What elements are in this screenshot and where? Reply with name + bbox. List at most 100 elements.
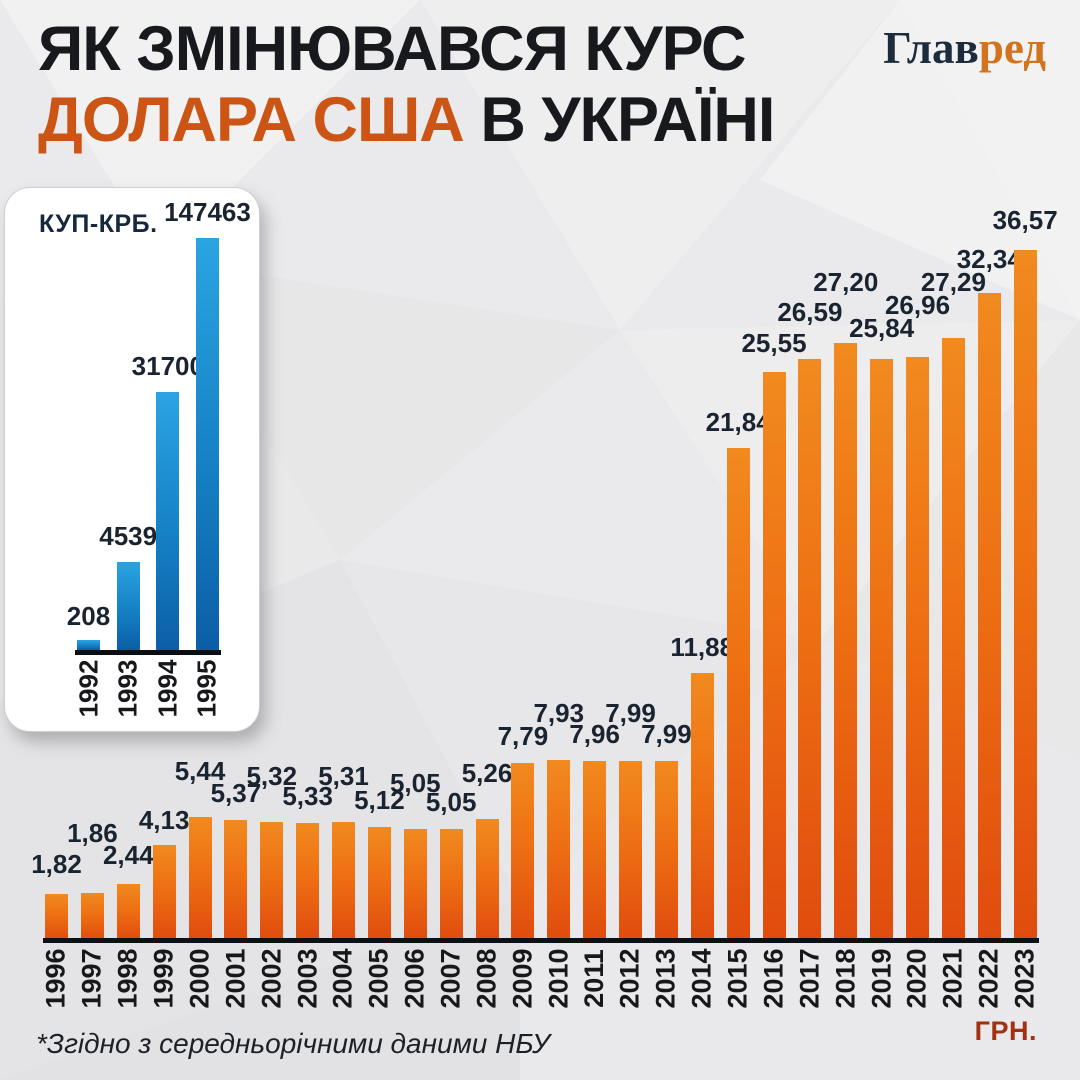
year-tick-label: 2001 (220, 947, 251, 1009)
year-tick-2022: 2022 (974, 944, 1004, 1012)
bar-value-label: 147463 (164, 197, 251, 227)
main-year-axis: 1996 1997 1998 1999 2000 2001 2002 2003 2004 2005… (41, 944, 1040, 1012)
title-line-1: ЯК ЗМІНЮВАВСЯ КУРС (38, 14, 747, 84)
year-tick-label: 2011 (579, 948, 610, 1008)
year-tick-label: 2002 (256, 947, 287, 1009)
bar (654, 761, 678, 940)
year-tick-2013: 2013 (651, 944, 681, 1012)
bar-column-2001: 5,37 (211, 778, 261, 940)
bar-column-2012: 7,99 (605, 698, 656, 940)
bar-column-2002: 5,32 (246, 761, 297, 940)
bar (439, 829, 463, 940)
bar (870, 359, 894, 940)
bar (296, 823, 320, 940)
bar-value-label: 25,84 (849, 313, 915, 343)
bar-column-2007: 5,05 (426, 787, 476, 940)
bar (152, 845, 176, 940)
bar-column-1997: 1,86 (67, 818, 118, 940)
bar-value-label: 7,99 (605, 698, 656, 728)
bar (941, 338, 965, 940)
bar (403, 829, 427, 940)
year-tick-label: 1998 (112, 947, 143, 1009)
bar (726, 448, 750, 940)
year-tick-2012: 2012 (615, 944, 645, 1012)
bar (367, 827, 391, 940)
bar-value-label: 32,34 (956, 244, 1022, 274)
year-tick-label: 2006 (399, 947, 430, 1009)
year-tick-label: 2007 (435, 947, 466, 1009)
bar-value-label: 26,59 (777, 297, 843, 327)
year-tick-label: 1999 (148, 947, 179, 1009)
title-line-2-rest: В УКРАЇНІ (463, 85, 775, 155)
year-tick-2015: 2015 (723, 944, 753, 1012)
bar-value-label: 25,55 (741, 328, 807, 358)
bar (690, 673, 714, 940)
bar-value-label: 27,29 (920, 267, 986, 297)
title-line-2: ДОЛАРА США В УКРАЇНІ (38, 85, 775, 156)
year-tick-2003: 2003 (292, 944, 322, 1012)
bar (1013, 250, 1037, 940)
year-tick-label: 2018 (830, 947, 861, 1009)
year-tick-2011: 2011 (579, 944, 609, 1012)
bar (116, 884, 140, 940)
bar-column-1993: 4539 (99, 521, 157, 650)
year-tick-2014: 2014 (687, 944, 717, 1012)
bar-column-1996: 1,82 (31, 849, 82, 940)
bar-column-2010: 7,93 (533, 698, 584, 940)
year-tick-2005: 2005 (364, 944, 394, 1012)
bar-column-2018: 27,20 (813, 267, 878, 940)
bar-value-label: 5,05 (389, 768, 441, 798)
year-tick-label: 2004 (328, 947, 359, 1009)
bar-column-2019: 25,84 (849, 313, 914, 940)
bar-value-label: 4539 (99, 521, 158, 551)
bar (619, 761, 642, 940)
year-tick-label: 2013 (650, 947, 681, 1009)
bar-value-label: 5,31 (318, 761, 369, 791)
bar-value-label: 208 (66, 601, 111, 631)
bar (195, 238, 219, 650)
bar (116, 562, 140, 650)
bar-column-2004: 5,31 (318, 761, 369, 940)
bar-column-2021: 27,29 (921, 267, 986, 940)
bar-value-label: 21,84 (705, 407, 771, 437)
bar-value-label: 27,20 (813, 267, 879, 297)
year-tick-label: 2016 (758, 947, 789, 1009)
bar-value-label: 26,96 (884, 290, 951, 320)
bar-value-label: 4,13 (138, 805, 190, 835)
year-tick-label: 1996 (41, 947, 72, 1009)
year-tick-1998: 1998 (113, 944, 143, 1012)
bar-value-label: 5,32 (246, 761, 298, 791)
bar-column-1995: 147463 (164, 197, 251, 650)
page-title: ЯК ЗМІНЮВАВСЯ КУРС ДОЛАРА США В УКРАЇНІ (38, 14, 775, 156)
inset-bar-chart: 208 4539 31700 147463 (67, 197, 251, 650)
year-tick-label: 2012 (615, 947, 646, 1009)
main-bar-chart: 1,82 1,86 2,44 4,13 5,44 5,37 5,32 5,33 5,31 5,12… (31, 205, 1058, 940)
bar (762, 372, 786, 940)
year-tick-2019: 2019 (866, 944, 896, 1012)
bar-column-2013: 7,99 (641, 719, 692, 940)
bar-column-1994: 31700 (132, 351, 204, 650)
bar (834, 343, 858, 940)
bar (798, 359, 822, 940)
bar-value-label: 5,12 (354, 785, 405, 815)
year-tick-label: 2022 (973, 947, 1004, 1009)
year-tick-label: 2023 (1009, 947, 1040, 1009)
bar-value-label: 5,44 (174, 756, 226, 786)
year-tick-2002: 2002 (256, 944, 286, 1012)
year-tick-2001: 2001 (220, 944, 250, 1012)
bar-column-2017: 26,59 (777, 297, 842, 940)
year-tick-label: 2008 (471, 947, 502, 1009)
glavred-logo: Главред (883, 22, 1046, 74)
main-axis-baseline (43, 938, 1039, 943)
bar-value-label: 7,93 (533, 698, 585, 728)
bar-value-label: 1,86 (67, 818, 118, 848)
year-tick-2020: 2020 (902, 944, 932, 1012)
year-tick-2006: 2006 (400, 944, 430, 1012)
bar (260, 822, 284, 940)
year-tick-label: 2014 (686, 947, 717, 1009)
year-tick-label: 2005 (363, 947, 394, 1009)
bar (77, 640, 100, 650)
year-tick-2010: 2010 (543, 944, 573, 1012)
bar-column-2011: 7,96 (569, 719, 620, 940)
